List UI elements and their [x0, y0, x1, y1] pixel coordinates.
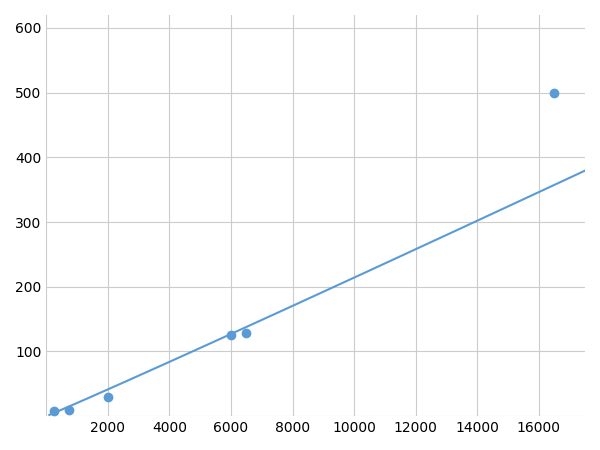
Point: [103, 393, 113, 400]
Point: [226, 332, 236, 339]
Point: [242, 330, 251, 337]
Point: [550, 89, 559, 96]
Point: [65, 406, 74, 413]
Point: [49, 407, 59, 414]
